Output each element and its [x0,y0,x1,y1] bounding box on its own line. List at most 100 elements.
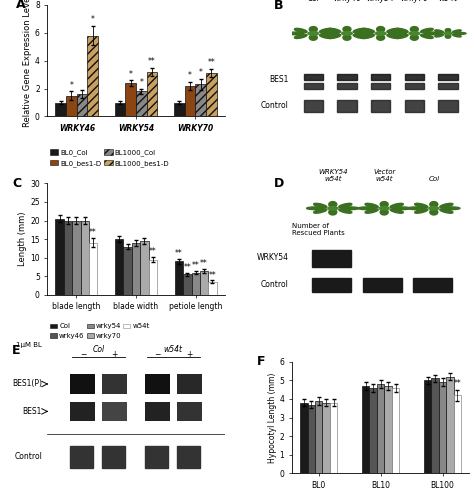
Text: *: * [139,78,143,87]
Bar [424,381,431,473]
Text: Control: Control [261,101,289,110]
Bar [115,239,124,295]
Ellipse shape [443,207,460,210]
Ellipse shape [445,29,451,33]
Ellipse shape [353,29,366,33]
Text: **: ** [454,379,461,388]
Bar [405,101,424,112]
Text: BES1: BES1 [269,75,289,84]
Ellipse shape [415,209,428,213]
Ellipse shape [395,34,408,38]
Bar [71,374,95,394]
Text: WRKY54
w54t: WRKY54 w54t [318,169,347,181]
Bar [71,446,93,468]
Bar [72,220,81,295]
Bar [315,401,322,473]
Text: A: A [16,0,25,11]
Bar [195,84,206,116]
Ellipse shape [395,29,408,33]
Ellipse shape [391,32,406,35]
Circle shape [444,32,452,35]
Ellipse shape [455,33,466,35]
Bar [438,74,458,80]
Ellipse shape [445,35,451,38]
Ellipse shape [420,29,433,33]
Ellipse shape [440,209,453,213]
Bar [377,384,384,473]
Ellipse shape [294,34,307,38]
Bar [405,83,424,89]
Ellipse shape [393,207,410,210]
Bar [191,273,200,295]
Ellipse shape [343,35,351,40]
Text: *: * [188,71,192,80]
Ellipse shape [319,29,332,33]
Text: B: B [274,0,284,12]
Ellipse shape [389,32,405,35]
Bar [303,83,323,89]
Bar [362,386,369,473]
Ellipse shape [415,203,428,208]
Ellipse shape [323,32,339,35]
Text: 10mm: 10mm [437,51,459,57]
Ellipse shape [377,35,384,40]
Bar [311,250,350,267]
Ellipse shape [355,32,371,35]
Ellipse shape [430,202,438,207]
Bar [384,386,392,473]
Text: 1μM BL: 1μM BL [16,343,42,349]
Bar [55,103,66,116]
Circle shape [429,207,439,210]
Circle shape [328,207,338,210]
Text: **: ** [200,259,208,268]
Bar [177,402,201,421]
Ellipse shape [328,34,341,38]
Text: BES1: BES1 [23,407,42,416]
Bar [363,278,402,292]
Ellipse shape [390,209,403,213]
Text: F: F [256,355,265,368]
Bar [308,405,315,473]
Bar [64,220,72,295]
Bar [412,278,452,292]
Bar [431,379,439,473]
Text: E: E [12,344,20,357]
Ellipse shape [380,210,388,215]
Text: *: * [91,15,95,24]
Bar [145,402,170,421]
Text: 0/143: 0/143 [374,235,394,241]
Ellipse shape [288,32,303,35]
Ellipse shape [307,207,323,210]
Bar [102,446,126,468]
Text: Col: Col [428,176,439,181]
Circle shape [342,32,352,35]
Circle shape [308,32,319,35]
Ellipse shape [342,207,359,210]
Ellipse shape [353,34,366,38]
Bar [146,72,157,116]
Bar [311,278,350,292]
Bar [184,86,195,116]
Bar [136,91,146,116]
Bar [148,259,157,295]
Bar [145,446,168,468]
Text: +: + [111,350,118,359]
Text: Vector
w54t: Vector w54t [373,169,395,181]
Bar [115,103,125,116]
Bar [87,35,98,116]
Ellipse shape [365,209,378,213]
Bar [145,374,170,394]
Y-axis label: Hypocotyl Length (mm): Hypocotyl Length (mm) [268,372,277,463]
Text: Control: Control [14,452,42,461]
Text: Col: Col [307,0,319,3]
Circle shape [409,32,419,35]
Bar [200,271,208,295]
Legend: Col, wrky46, wrky54, wrky70, w54t: Col, wrky46, wrky54, wrky70, w54t [47,320,153,342]
Bar [174,103,184,116]
Bar [183,275,191,295]
Ellipse shape [430,33,441,35]
Legend: BL0_Col, BL0_bes1-D, BL1000_Col, BL1000_bes1-D: BL0_Col, BL0_bes1-D, BL1000_Col, BL1000_… [47,147,172,169]
Bar [81,220,89,295]
Ellipse shape [319,34,332,38]
Bar [66,96,77,116]
